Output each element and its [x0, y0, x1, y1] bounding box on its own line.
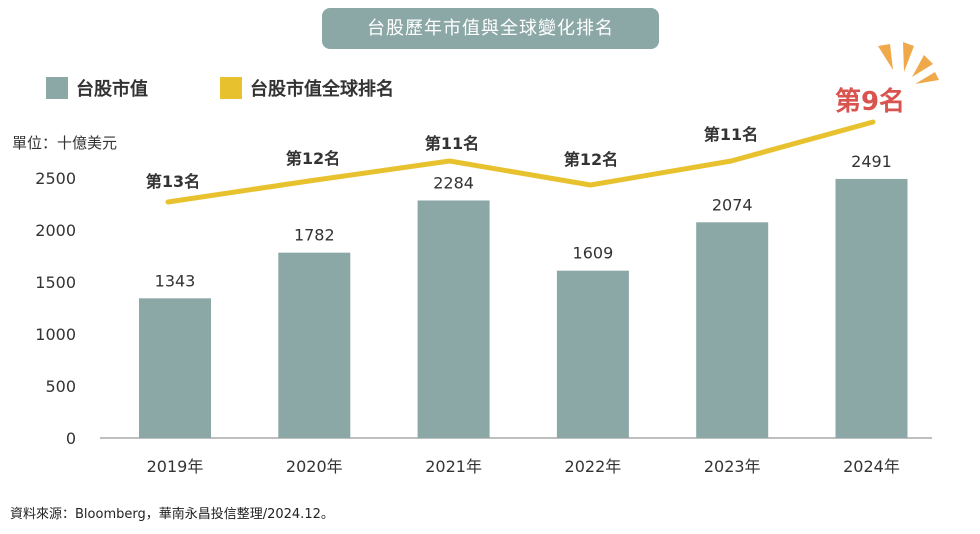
- highlight-burst-ray: [903, 42, 914, 72]
- bar: [278, 252, 351, 438]
- bar-value-label: 2284: [433, 173, 474, 192]
- x-tick-label: 2022年: [565, 457, 622, 476]
- unit-label: 單位：十億美元: [12, 134, 118, 152]
- x-tick-label: 2024年: [843, 457, 900, 476]
- legend-label-global-rank: 台股市值全球排名: [250, 79, 394, 100]
- rank-label: 第11名: [704, 125, 758, 144]
- bar: [417, 200, 490, 438]
- bar-value-label: 2074: [712, 195, 753, 214]
- source-note: 資料來源：Bloomberg，華南永昌投信整理/2024.12。: [10, 507, 334, 522]
- legend-swatch-line: [220, 77, 242, 99]
- rank-line: [165, 119, 876, 205]
- rank-label-highlight: 第9名: [835, 86, 905, 117]
- highlight-burst-ray: [915, 72, 939, 84]
- y-tick-label: 2500: [35, 169, 76, 188]
- x-tick-label: 2021年: [425, 457, 482, 476]
- bar: [139, 298, 211, 438]
- bar: [696, 222, 769, 438]
- rank-label: 第11名: [425, 134, 479, 153]
- bar: [556, 270, 629, 438]
- legend-item-global-rank: 台股市值全球排名: [220, 76, 394, 100]
- highlight-burst-ray: [912, 55, 933, 77]
- legend-item-market-cap: 台股市值: [46, 76, 148, 100]
- bar-value-label: 1343: [155, 271, 196, 290]
- y-tick-label: 0: [66, 429, 76, 448]
- x-tick-label: 2020年: [286, 457, 343, 476]
- rank-label: 第12名: [286, 149, 340, 168]
- y-tick-label: 1500: [35, 273, 76, 292]
- bar-value-label: 1782: [294, 226, 335, 245]
- rank-label: 第12名: [564, 150, 618, 169]
- legend-label-market-cap: 台股市值: [76, 79, 148, 100]
- y-tick-label: 1000: [35, 325, 76, 344]
- bar-value-label: 2491: [851, 152, 892, 171]
- bar: [835, 178, 908, 438]
- y-tick-label: 2000: [35, 221, 76, 240]
- y-tick-label: 500: [45, 377, 76, 396]
- x-tick-label: 2019年: [147, 457, 204, 476]
- legend-swatch-bar: [46, 77, 68, 99]
- bar-value-label: 1609: [573, 244, 614, 263]
- chart-title: 台股歷年市值與全球變化排名: [322, 8, 659, 49]
- highlight-burst-ray: [878, 44, 893, 70]
- rank-label: 第13名: [146, 172, 200, 191]
- x-tick-label: 2023年: [704, 457, 761, 476]
